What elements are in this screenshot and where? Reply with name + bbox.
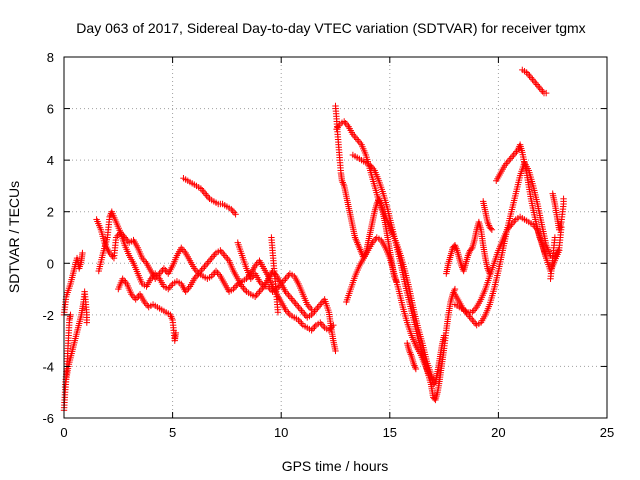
y-tick-label-3: 0: [47, 256, 54, 271]
series-20: [519, 66, 550, 97]
x-tick-label-0: 0: [60, 425, 67, 440]
data-point: [79, 249, 86, 257]
y-tick-label-6: 6: [47, 102, 54, 117]
x-tick-label-4: 20: [491, 425, 505, 440]
data-point: [560, 195, 567, 203]
data-point: [332, 347, 339, 355]
data-point: [83, 319, 91, 326]
y-tick-label-2: -2: [42, 308, 54, 323]
x-tick-label-5: 25: [600, 425, 614, 440]
series-19: [479, 198, 496, 233]
data-point: [542, 89, 550, 97]
y-tick-label-7: 8: [47, 50, 54, 65]
plot-frame: [63, 56, 608, 419]
y-tick-label-0: -6: [42, 411, 54, 426]
series-13: [343, 234, 437, 383]
data-point: [412, 365, 420, 373]
x-tick-label-3: 15: [383, 425, 397, 440]
series-5: [95, 208, 315, 313]
series-3: [61, 311, 74, 391]
y-ticks: -6 -4 -2 0 2 4 6 8: [42, 50, 607, 426]
x-tick-label-1: 5: [169, 425, 176, 440]
series-17: [451, 213, 563, 316]
data-point: [274, 309, 282, 316]
data-point: [172, 329, 180, 337]
data-point: [556, 247, 563, 254]
series-9: [268, 234, 282, 316]
chart-title: Day 063 of 2017, Sidereal Day-to-day VTE…: [76, 20, 585, 36]
series-8: [234, 239, 339, 355]
y-tick-label-1: -4: [42, 359, 54, 374]
series-21: [549, 190, 567, 233]
data-point: [542, 254, 550, 262]
series-15: [443, 218, 493, 277]
y-tick-label-5: 4: [47, 153, 54, 168]
series-14: [403, 340, 420, 373]
x-tick-label-2: 10: [274, 425, 288, 440]
data-point: [551, 234, 559, 241]
series-6: [115, 275, 180, 344]
series-4: [93, 216, 337, 334]
data-point: [468, 245, 475, 253]
series-18: [493, 141, 550, 262]
y-axis-label: SDTVAR / TECUs: [6, 181, 22, 293]
x-axis-label: GPS time / hours: [282, 458, 389, 474]
data-point: [488, 226, 496, 233]
x-ticks: 0 5 10 15 20 25: [60, 57, 614, 440]
series-7: [180, 174, 239, 218]
data-points: [60, 66, 567, 414]
data-point: [487, 225, 494, 232]
data-point: [232, 211, 239, 218]
y-tick-label-4: 2: [47, 205, 54, 220]
data-point: [430, 376, 437, 383]
series-22: [547, 234, 559, 282]
